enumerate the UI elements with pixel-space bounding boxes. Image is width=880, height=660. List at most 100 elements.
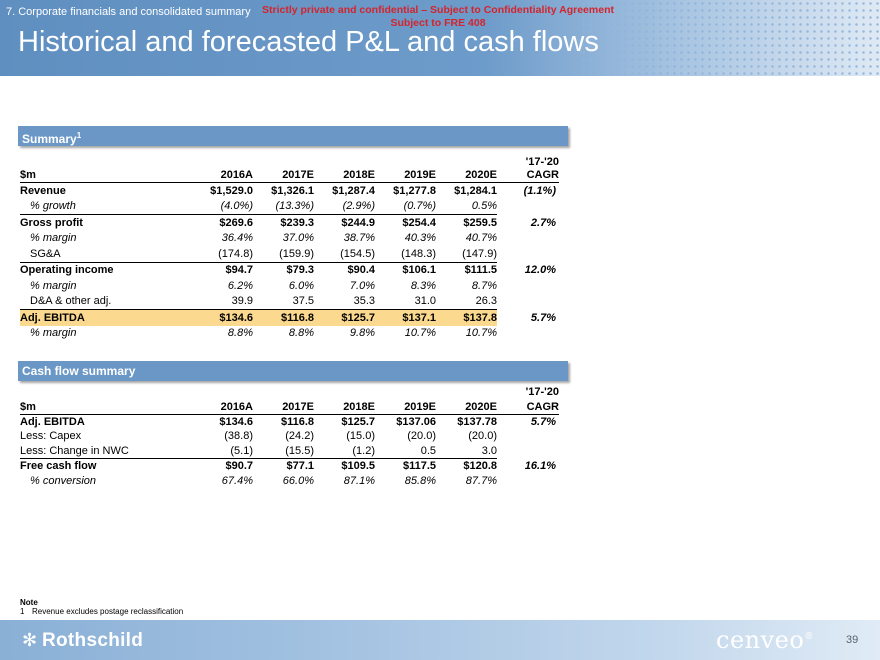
cell: $90.7	[225, 460, 253, 473]
cell: $77.1	[286, 460, 314, 473]
table-row: Operating income $94.7 $79.3 $90.4 $106.…	[20, 262, 559, 278]
row-label: % growth	[20, 198, 180, 215]
cell: $137.1	[375, 309, 436, 326]
cell: $125.7	[314, 309, 375, 326]
cagr-cell	[497, 294, 559, 310]
cell: 10.7%	[465, 327, 497, 340]
cell: $117.5	[402, 460, 436, 473]
row-label: Free cash flow	[20, 460, 97, 473]
cell: $137.8	[436, 309, 497, 326]
cell: $79.3	[286, 264, 314, 277]
table-row: Adj. EBITDA $134.6 $116.8 $125.7 $137.06…	[20, 414, 559, 429]
cf-cagr-header-row: '17-'20	[20, 385, 559, 399]
row-label: Gross profit	[20, 216, 83, 229]
year-header: 2017E	[253, 399, 314, 415]
cell: 36.4%	[221, 232, 253, 245]
cf-cagr-top: '17-'20	[525, 386, 559, 399]
cell: 0.5%	[436, 198, 497, 215]
cell: $259.5	[463, 216, 497, 229]
cell: (15.5)	[253, 443, 314, 459]
cell: $269.6	[219, 216, 253, 229]
cagr-cell	[497, 278, 559, 294]
cell: (154.5)	[314, 246, 375, 263]
cagr-cell	[497, 199, 559, 215]
confidentiality-line-2: Subject to FRE 408	[390, 17, 486, 29]
cell: $106.1	[402, 264, 436, 277]
cf-cagr-bottom: CAGR	[497, 399, 559, 415]
cell: (1.2)	[314, 443, 375, 459]
summary-header-row: $m 2016A 2017E 2018E 2019E 2020E CAGR	[20, 168, 559, 183]
year-header: 2017E	[253, 168, 314, 183]
table-row: SG&A (174.8) (159.9) (154.5) (148.3) (14…	[20, 246, 559, 263]
cell: 26.3	[436, 293, 497, 310]
table-row: % margin 8.8% 8.8% 9.8% 10.7% 10.7%	[20, 326, 559, 342]
cell: 9.8%	[349, 327, 375, 340]
cell: $94.7	[225, 264, 253, 277]
page-number: 39	[846, 634, 859, 646]
cell: $116.8	[280, 415, 314, 428]
cagr-cell: (1.1%)	[523, 184, 556, 197]
summary-footnote-marker: 1	[76, 131, 82, 140]
row-label: % margin	[30, 279, 77, 292]
cell: 38.7%	[343, 232, 375, 245]
row-label: % conversion	[30, 474, 97, 487]
cagr-cell: 16.1%	[524, 459, 556, 472]
table-row: % conversion 67.4% 66.0% 87.1% 85.8% 87.…	[20, 473, 559, 487]
row-label: Less: Change in NWC	[20, 443, 180, 459]
cagr-cell: 12.0%	[524, 264, 556, 276]
cell: $111.5	[464, 264, 497, 277]
cell: (15.0)	[346, 430, 375, 443]
table-row: Less: Change in NWC (5.1) (15.5) (1.2) 0…	[20, 443, 559, 459]
cell: (4.0%)	[180, 198, 253, 215]
rothschild-star-icon: ✻	[22, 630, 38, 650]
year-header: 2020E	[436, 399, 497, 415]
cell: 8.3%	[410, 279, 436, 292]
cell: 66.0%	[282, 474, 314, 487]
cell: $1,326.1	[271, 184, 314, 197]
summary-table: '17-'20 $m 2016A 2017E 2018E 2019E 2020E…	[20, 155, 559, 341]
table-row: % margin 6.2% 6.0% 7.0% 8.3% 8.7%	[20, 278, 559, 294]
cell: 67.4%	[221, 474, 253, 487]
note-heading: Note	[20, 598, 38, 607]
cagr-cell	[497, 326, 559, 342]
table-row: D&A & other adj. 39.9 37.5 35.3 31.0 26.…	[20, 293, 559, 310]
cell: (159.9)	[253, 246, 314, 263]
confidentiality-notice: Strictly private and confidential – Subj…	[238, 4, 638, 30]
cell: $137.06	[396, 415, 436, 428]
page-title: Historical and forecasted P&L and cash f…	[18, 26, 599, 58]
cell: (24.2)	[285, 430, 314, 443]
footnote-text: Revenue excludes postage reclassificatio…	[32, 607, 184, 616]
cell: $90.4	[347, 264, 375, 277]
cell: 39.9	[180, 293, 253, 310]
cagr-cell: 5.7%	[530, 415, 556, 428]
summary-cagr-header-row: '17-'20	[20, 155, 559, 168]
rothschild-logo: Rothschild	[42, 630, 144, 651]
cenveo-logo: cenveo®	[716, 626, 814, 654]
cell: 8.7%	[471, 279, 497, 292]
cell: 87.7%	[465, 474, 497, 487]
year-header: 2018E	[314, 168, 375, 183]
cell: (13.3%)	[253, 198, 314, 215]
cell: 40.7%	[465, 232, 497, 245]
cell: $244.9	[341, 216, 375, 229]
row-label: SG&A	[20, 246, 180, 263]
cell: $1,529.0	[210, 184, 253, 197]
cell: 10.7%	[404, 327, 436, 340]
cell: $137.78	[457, 415, 497, 428]
cell: 8.8%	[288, 327, 314, 340]
cell: $134.6	[180, 309, 253, 326]
cagr-cell	[497, 473, 559, 487]
cell: 8.8%	[227, 327, 253, 340]
cell: (0.7%)	[375, 198, 436, 215]
cell: 0.5	[375, 443, 436, 459]
cell: 31.0	[375, 293, 436, 310]
table-row-highlighted: Adj. EBITDA $134.6 $116.8 $125.7 $137.1 …	[20, 309, 559, 326]
summary-cagr-top: '17-'20	[525, 155, 559, 168]
row-label: D&A & other adj.	[20, 293, 180, 310]
cell: 7.0%	[349, 279, 375, 292]
cell: $116.8	[253, 309, 314, 326]
cell: 85.8%	[404, 474, 436, 487]
header-band: 7. Corporate financials and consolidated…	[0, 0, 880, 76]
summary-cagr-bottom: CAGR	[497, 168, 559, 183]
cf-header-row: $m 2016A 2017E 2018E 2019E 2020E CAGR	[20, 399, 559, 415]
